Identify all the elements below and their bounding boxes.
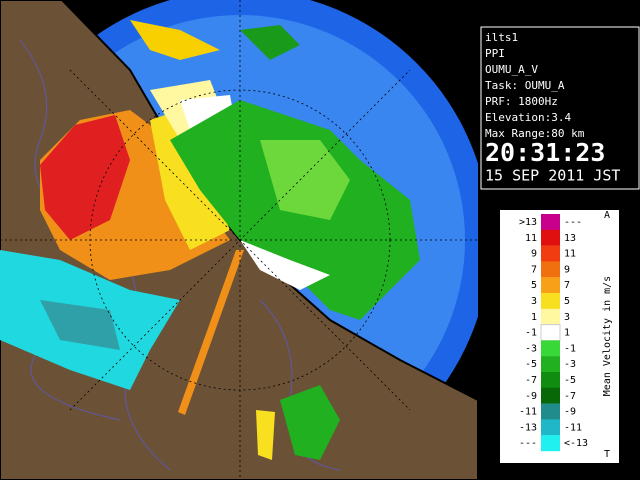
- legend-low: -5: [525, 359, 537, 370]
- legend-swatch: [541, 308, 560, 325]
- time: 20:31:23: [485, 138, 605, 167]
- legend-rows: >13 ---11 139 117 95 73 51 3-1 1-3 -1-5 -3-7 -5-9 -7…: [519, 214, 588, 452]
- legend-low: -3: [525, 343, 537, 354]
- legend-bottom-marker: T: [604, 449, 610, 460]
- legend-low: 9: [531, 249, 537, 260]
- legend-high: ---: [564, 217, 582, 228]
- legend-swatch: [540, 324, 561, 342]
- info-line: ilts1: [485, 31, 518, 44]
- legend-high: -3: [564, 359, 576, 370]
- info-line: PPI: [485, 47, 505, 60]
- info-lines: ilts1 PPI OUMU_A_V Task: OUMU_A PRF: 1800Hz E…: [485, 31, 585, 140]
- legend-high: -5: [564, 375, 576, 386]
- legend-high: <-13: [564, 438, 588, 449]
- info-line: PRF: 1800Hz: [485, 95, 558, 108]
- legend-low: 3: [531, 296, 537, 307]
- legend-swatch: [541, 245, 560, 262]
- legend-high: 9: [564, 264, 570, 275]
- legend-swatch: [541, 293, 560, 309]
- legend-low: 5: [531, 280, 537, 291]
- legend-high: -9: [564, 407, 576, 418]
- legend-high: 5: [564, 296, 570, 307]
- legend-swatch: [541, 340, 560, 357]
- legend-high: 13: [564, 233, 576, 244]
- legend-swatch: [541, 261, 560, 278]
- legend-top-marker: A: [604, 210, 610, 221]
- info-panel: [480, 26, 640, 190]
- legend-low: 1: [531, 312, 537, 323]
- legend-low: 11: [525, 233, 537, 244]
- info-line: Task: OUMU_A: [485, 79, 565, 92]
- info-line: OUMU_A_V: [485, 63, 538, 76]
- legend-high: -7: [564, 391, 576, 402]
- legend-high: 1: [564, 328, 570, 339]
- legend-low: ---: [519, 438, 537, 449]
- legend-low: -13: [519, 422, 537, 433]
- legend-swatch: [541, 419, 560, 436]
- legend-low: -9: [525, 391, 537, 402]
- legend-swatch: [541, 277, 560, 294]
- legend-high: -1: [564, 343, 576, 354]
- legend-high: 3: [564, 312, 570, 323]
- legend-swatch: [541, 229, 560, 246]
- legend-swatch: [541, 214, 560, 230]
- legend-low: -1: [525, 328, 537, 339]
- legend-swatch: [541, 435, 560, 452]
- legend-high: -11: [564, 422, 582, 433]
- info-line: Max Range:80 km: [485, 127, 585, 140]
- legend-high: 7: [564, 280, 570, 291]
- legend-low: -7: [525, 375, 537, 386]
- info-line: Elevation:3.4: [485, 111, 571, 124]
- legend-title: Mean Velocity in m/s: [602, 276, 613, 396]
- legend-swatch: [541, 356, 560, 373]
- legend-high: 11: [564, 249, 576, 260]
- legend-swatch: [541, 372, 560, 388]
- legend-low: 7: [531, 264, 537, 275]
- legend-low: >13: [519, 217, 537, 228]
- legend-swatch: [541, 387, 560, 404]
- legend-swatch: [541, 403, 560, 420]
- date: 15 SEP 2011 JST: [485, 167, 620, 185]
- radar-map: [0, 0, 478, 480]
- legend-low: -11: [519, 407, 537, 418]
